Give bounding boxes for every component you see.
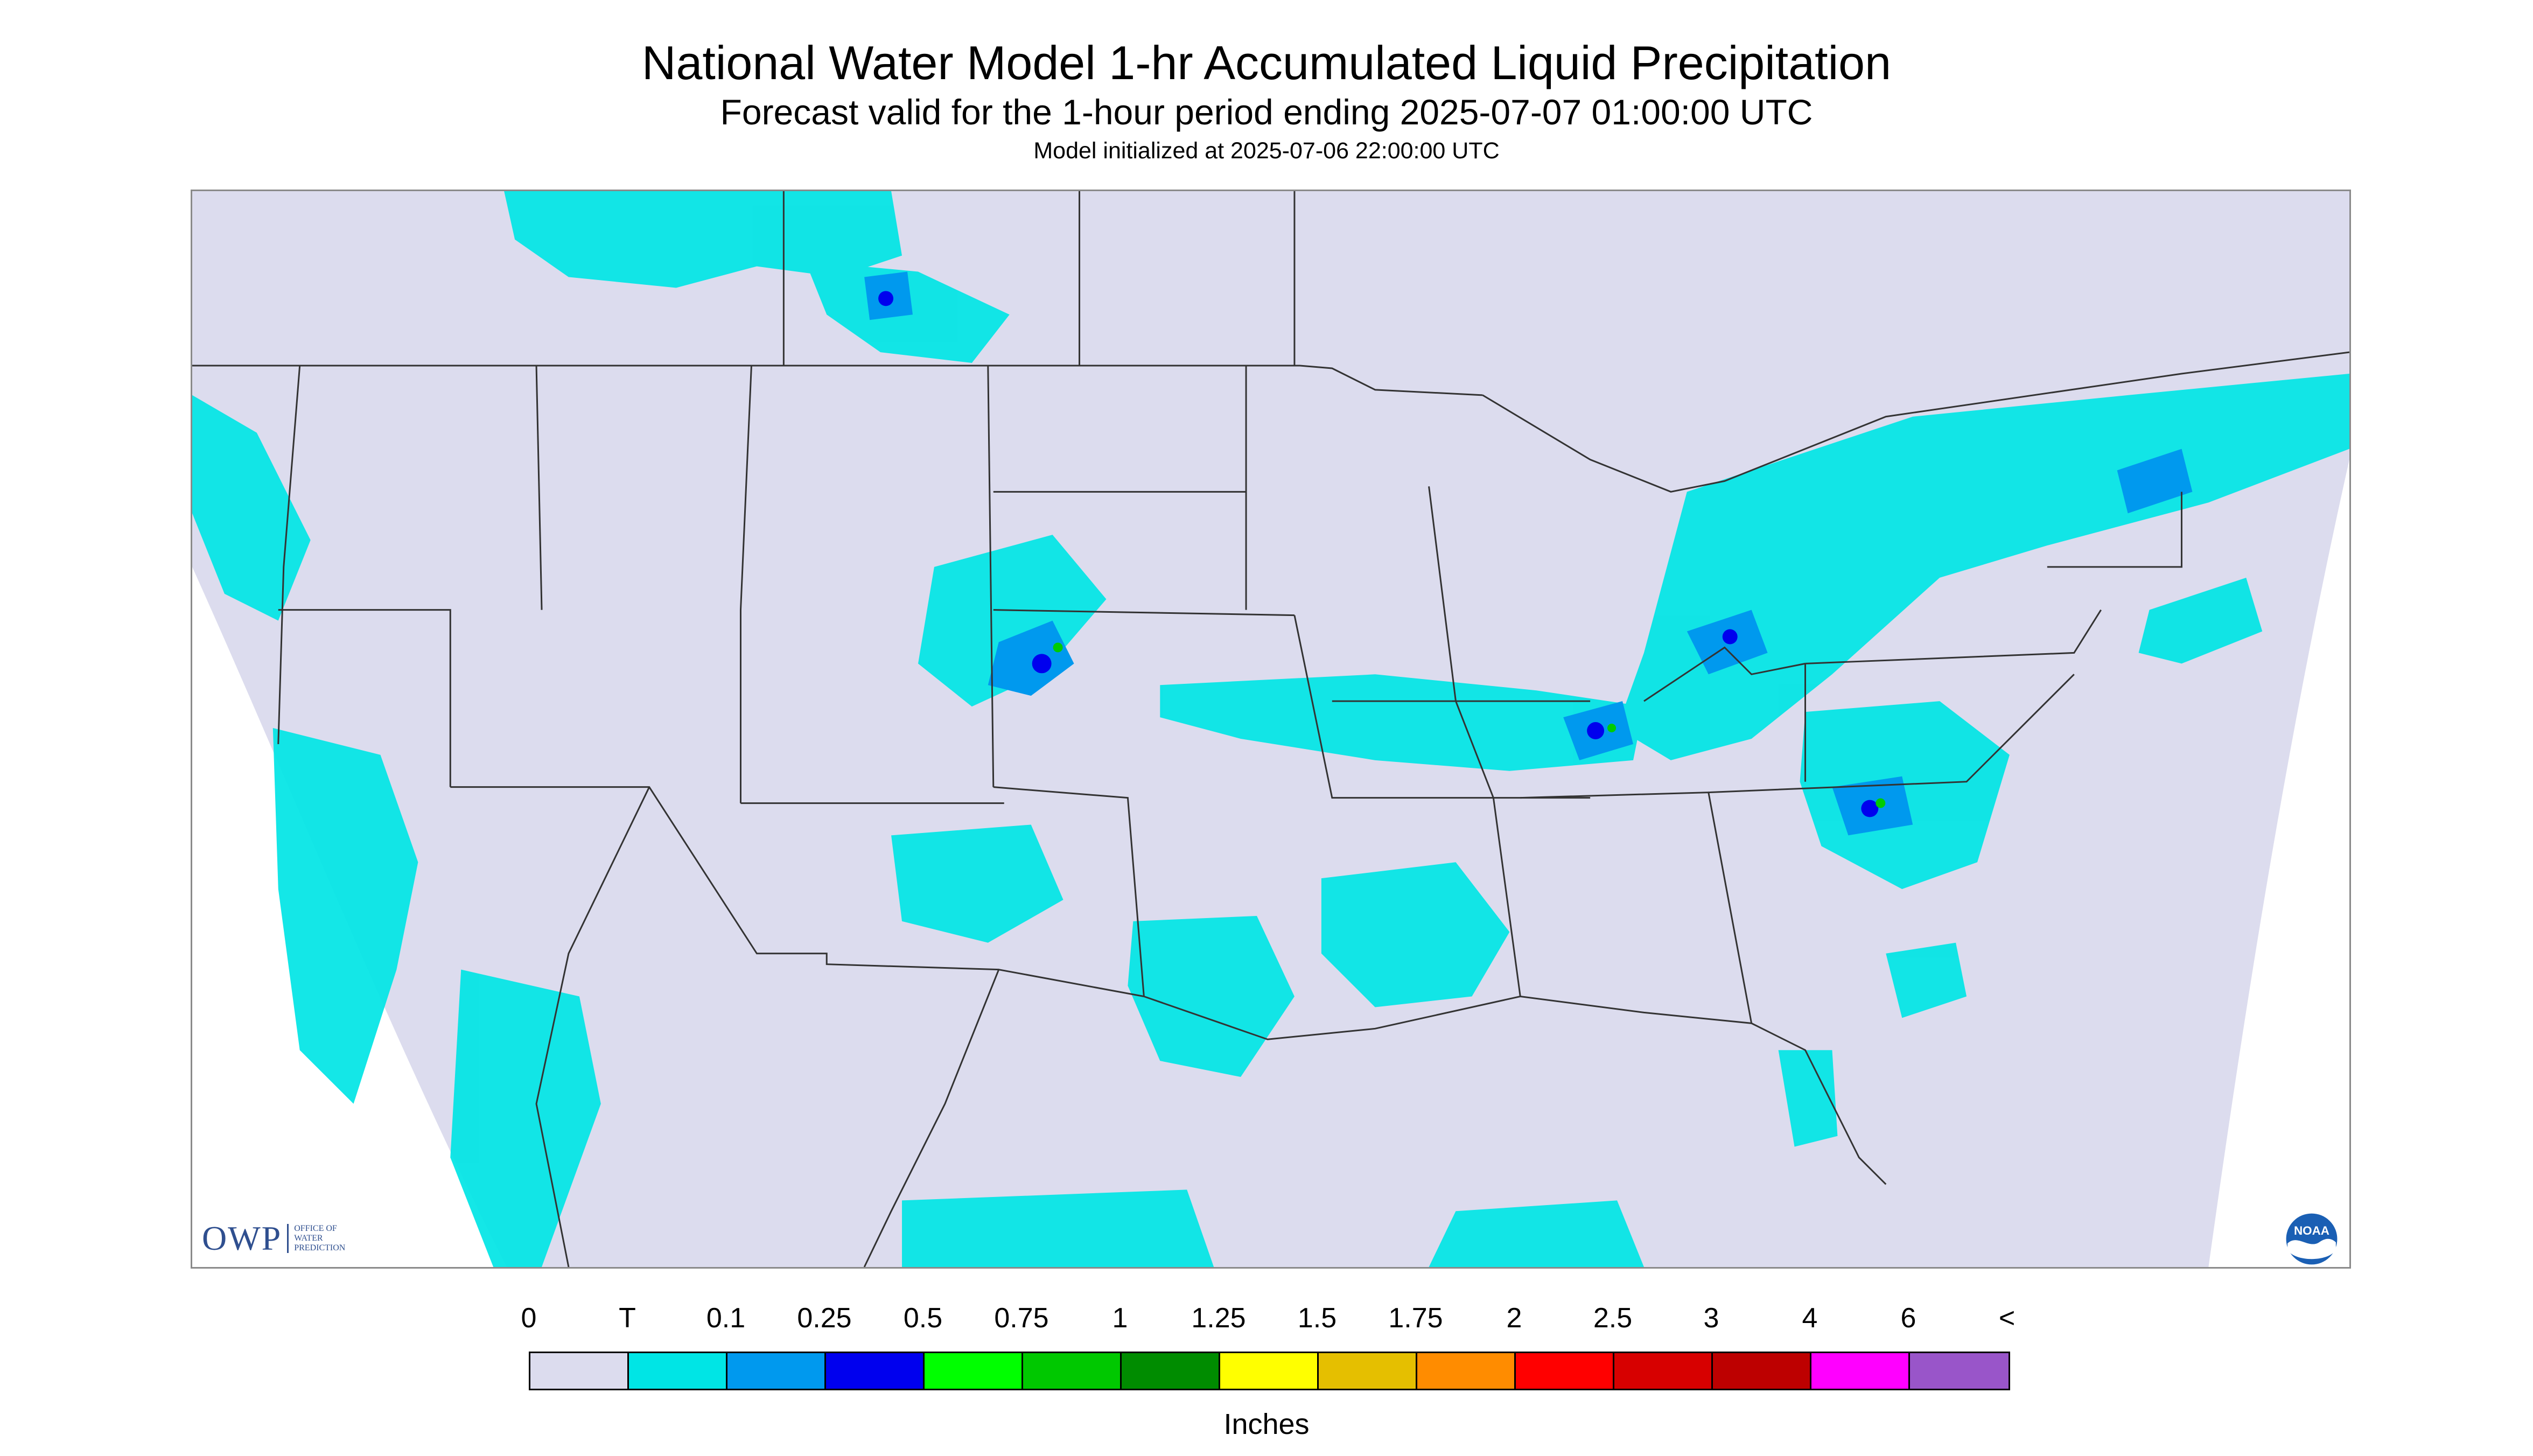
owp-logo-text: OFFICE OF WATER PREDICTION [287, 1224, 359, 1253]
page-title: National Water Model 1-hr Accumulated Li… [641, 36, 1892, 89]
legend-label: 1.75 [1388, 1303, 1443, 1334]
legend-swatch [1614, 1353, 1713, 1389]
legend-label: 0.1 [706, 1303, 746, 1334]
legend-label: T [619, 1303, 636, 1334]
legend-label: 4 [1802, 1303, 1818, 1334]
legend-label: 6 [1900, 1303, 1916, 1334]
owp-logo-mark: OWP [202, 1219, 282, 1257]
legend-swatch [1713, 1353, 1811, 1389]
legend-swatch [1122, 1353, 1220, 1389]
legend-swatch [1811, 1353, 1910, 1389]
legend-swatch [727, 1353, 826, 1389]
legend-units: Inches [1223, 1408, 1310, 1440]
legend-swatch [826, 1353, 925, 1389]
legend-swatch [1910, 1353, 2009, 1389]
legend-color-bar [529, 1352, 2010, 1390]
legend-swatch [1023, 1353, 1122, 1389]
precip-moderate-cores [878, 291, 1879, 817]
legend-label: 2.5 [1593, 1303, 1633, 1334]
forecast-valid-subtitle: Forecast valid for the 1-hour period end… [720, 92, 1813, 132]
legend-label: 2 [1506, 1303, 1522, 1334]
legend-label: 1 [1112, 1303, 1128, 1334]
precipitation-map: OWP OFFICE OF WATER PREDICTION NOAA [191, 190, 2351, 1269]
political-boundaries [192, 191, 2349, 1267]
owp-logo: OWP OFFICE OF WATER PREDICTION [202, 1219, 359, 1257]
legend-swatch [1220, 1353, 1319, 1389]
precip-trace-areas [192, 191, 2349, 1267]
legend-swatch [1516, 1353, 1614, 1389]
precip-heavy-cores [1053, 642, 1886, 808]
legend-label: 0.5 [903, 1303, 943, 1334]
legend-label: < [1998, 1303, 2016, 1334]
legend-swatch [925, 1353, 1023, 1389]
legend-label: 1.5 [1297, 1303, 1337, 1334]
legend-swatch [1417, 1353, 1516, 1389]
noaa-logo: NOAA [2284, 1212, 2339, 1266]
map-canvas [192, 191, 2349, 1267]
legend-label: 0 [521, 1303, 537, 1334]
noaa-logo-text: NOAA [2294, 1224, 2329, 1237]
legend-swatch [1319, 1353, 1417, 1389]
legend-swatch [629, 1353, 727, 1389]
model-initialized-line: Model initialized at 2025-07-06 22:00:00… [1033, 138, 1500, 164]
legend-label: 0.75 [994, 1303, 1049, 1334]
legend-label: 1.25 [1191, 1303, 1246, 1334]
legend-swatch [530, 1353, 629, 1389]
legend-label: 0.25 [797, 1303, 852, 1334]
legend-label: 3 [1703, 1303, 1719, 1334]
